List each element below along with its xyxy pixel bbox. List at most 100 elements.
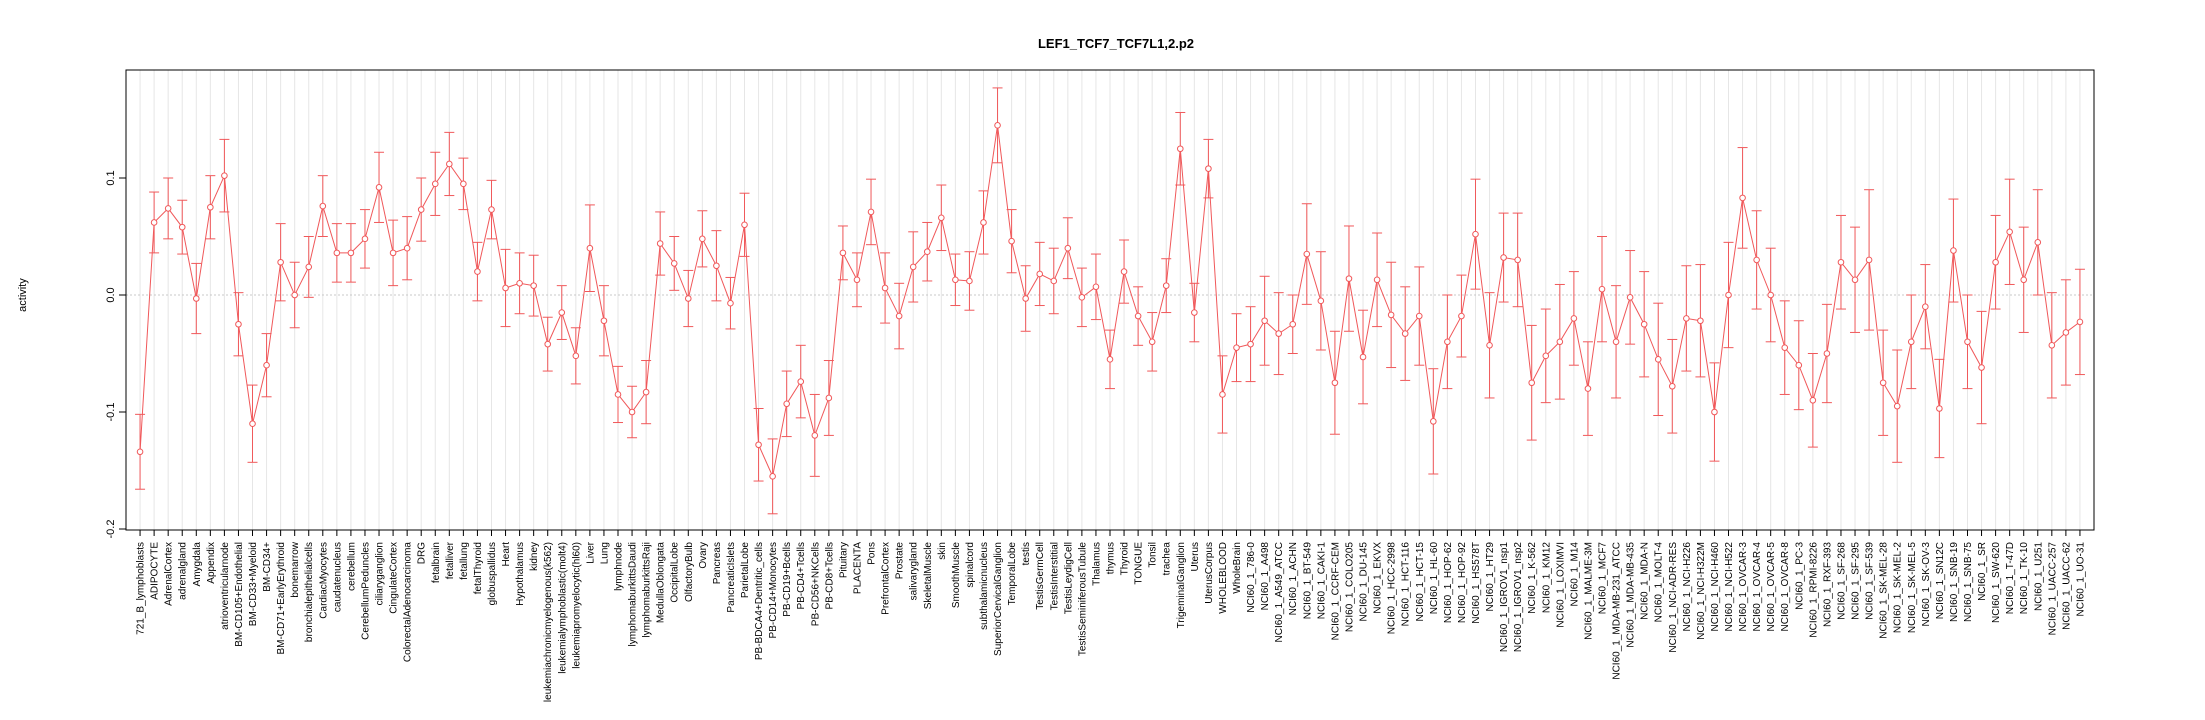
data-point xyxy=(1303,250,1311,258)
data-point xyxy=(670,260,678,267)
x-tick-label: PB-BDCA4+Dentritic_cells xyxy=(754,542,765,660)
x-tick-label: OlfactoryBulb xyxy=(684,542,695,602)
x-tick-label: NCI60_1_TK-10 xyxy=(2019,542,2030,615)
x-tick-label: NCI60_1_BT-549 xyxy=(1302,542,1313,620)
x-tick-label: NCI60_1_786-0 xyxy=(1246,542,1257,613)
y-axis-label: activity xyxy=(17,278,29,312)
x-tick-label: cerebellum xyxy=(346,542,357,591)
data-point xyxy=(417,206,425,213)
x-tick-label: bonemarrow xyxy=(290,541,301,597)
x-tick-label: NCI60_1_NCI-H460 xyxy=(1710,542,1721,632)
x-tick-label: leukemiapromyelocytic(hl60) xyxy=(571,542,582,669)
x-tick-label: lymphnode xyxy=(614,542,625,591)
data-point xyxy=(586,244,594,252)
x-tick-label: NCI60_1_HL-60 xyxy=(1429,542,1440,615)
data-point xyxy=(642,388,650,396)
x-tick-label: NCI60_1_T-47D xyxy=(2005,542,2016,614)
y-tick-label: -0.2 xyxy=(105,520,117,539)
x-tick-label: PB-CD14+Monocytes xyxy=(768,542,779,638)
x-tick-label: BM-CD71+EarlyErythroid xyxy=(276,542,287,655)
data-point xyxy=(881,284,889,292)
x-tick-label: TestisLeydigCell xyxy=(1063,542,1074,614)
x-tick-label: PLACENTA xyxy=(852,542,863,594)
x-tick-label: NCI60_1_SW-620 xyxy=(1991,542,2002,623)
data-point xyxy=(1528,379,1536,387)
x-tick-label: AdrenalCortex xyxy=(164,542,175,606)
data-point xyxy=(1247,340,1254,348)
x-tick-label: NCI60_1_SF-268 xyxy=(1836,542,1847,620)
x-tick-label: Pancreas xyxy=(712,542,723,584)
x-tick-label: thymus xyxy=(1106,542,1117,574)
data-point xyxy=(347,249,355,257)
x-tick-label: NCI60_1_MCF7 xyxy=(1598,542,1609,615)
data-point xyxy=(502,284,509,292)
data-point xyxy=(474,268,481,275)
data-point xyxy=(319,202,327,210)
data-point xyxy=(994,122,1001,129)
x-tick-label: NCI60_1_MALME-3M xyxy=(1583,542,1594,640)
data-point xyxy=(600,317,608,325)
data-point xyxy=(1134,312,1142,320)
data-point xyxy=(867,208,875,216)
data-point xyxy=(1387,311,1395,319)
data-point xyxy=(1373,276,1381,284)
data-point xyxy=(1162,282,1170,289)
data-point xyxy=(1992,258,1999,266)
data-point xyxy=(333,249,341,257)
x-tick-label: NCI60_1_M14 xyxy=(1569,542,1580,607)
x-tick-label: Liver xyxy=(585,541,596,563)
data-point xyxy=(952,276,959,284)
x-tick-label: NCI60_1_SK-MEL-5 xyxy=(1907,542,1918,634)
x-tick-label: NCI60_1_A498 xyxy=(1260,542,1271,611)
x-tick-label: skin xyxy=(937,542,948,560)
x-tick-label: ParietalLobe xyxy=(740,542,751,599)
data-point xyxy=(1120,268,1128,275)
data-point xyxy=(1317,297,1325,305)
x-tick-label: NCI60_1_SF-539 xyxy=(1865,542,1876,620)
x-tick-label: PB-CD56+NKCells xyxy=(810,542,821,626)
data-point xyxy=(1345,275,1353,282)
x-tick-label: BM-CD34+ xyxy=(262,542,273,592)
x-tick-label: NCI60_1_HT29 xyxy=(1485,542,1496,612)
x-tick-label: NCI60_1_HOP-92 xyxy=(1457,542,1468,624)
data-point xyxy=(291,291,298,299)
x-tick-label: NCI60_1_RXF-393 xyxy=(1822,542,1833,627)
data-point xyxy=(1078,294,1086,301)
x-tick-label: PB-CD8+Tcells xyxy=(824,542,835,610)
x-tick-label: NCI60_1_DU-145 xyxy=(1359,542,1370,622)
x-tick-label: kidney xyxy=(529,542,540,571)
data-point xyxy=(1261,317,1268,325)
x-tick-label: NCI60_1_LOXIMVI xyxy=(1555,542,1566,628)
x-tick-label: testis xyxy=(1021,542,1032,565)
data-point xyxy=(1500,254,1507,261)
data-point xyxy=(1036,270,1044,278)
x-tick-label: CardiacMyocytes xyxy=(318,542,329,619)
x-tick-label: NCI60_1_ACHN xyxy=(1288,542,1299,615)
data-point xyxy=(2034,239,2042,246)
x-tick-label: NCI60_1_PC-3 xyxy=(1794,542,1805,610)
data-point xyxy=(178,223,186,231)
data-point xyxy=(825,394,833,402)
x-tick-label: NCI60_1_IGROV1_nsp2 xyxy=(1513,542,1524,653)
x-tick-label: TestisInterstitial xyxy=(1049,542,1060,610)
data-point xyxy=(389,249,397,257)
data-point xyxy=(1289,320,1297,328)
data-point xyxy=(797,378,805,385)
x-tick-label: Thyroid xyxy=(1120,542,1131,575)
data-point xyxy=(853,276,861,284)
data-point xyxy=(221,172,228,179)
data-point xyxy=(460,180,467,188)
x-tick-label: TestisGermCell xyxy=(1035,542,1046,610)
x-tick-label: Pituitary xyxy=(838,542,849,578)
data-point xyxy=(1739,194,1746,202)
data-point xyxy=(1219,391,1226,398)
data-point xyxy=(938,214,945,222)
data-point xyxy=(558,309,566,316)
data-point xyxy=(1767,291,1774,299)
data-point xyxy=(1514,256,1521,264)
data-point xyxy=(1542,352,1550,360)
x-tick-label: fetalThyroid xyxy=(473,542,484,594)
data-point xyxy=(1879,379,1887,387)
x-tick-label: NCI60_1_UACC-257 xyxy=(2047,542,2058,636)
data-point xyxy=(192,295,200,302)
